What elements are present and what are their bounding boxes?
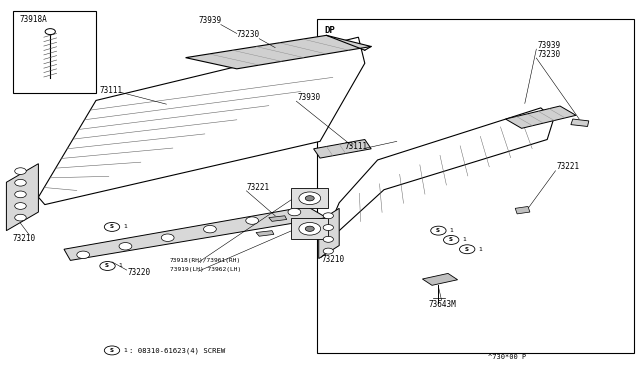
Circle shape xyxy=(444,235,459,244)
Text: 73220: 73220 xyxy=(128,267,151,276)
Polygon shape xyxy=(319,208,339,259)
Polygon shape xyxy=(330,108,554,231)
Text: 1: 1 xyxy=(123,224,127,230)
Polygon shape xyxy=(6,164,38,231)
Text: 73111: 73111 xyxy=(99,86,122,95)
Text: 73643M: 73643M xyxy=(429,299,456,308)
Circle shape xyxy=(288,208,301,216)
Text: 1: 1 xyxy=(123,348,127,353)
Polygon shape xyxy=(506,106,576,128)
Polygon shape xyxy=(515,206,530,214)
Text: 73221: 73221 xyxy=(246,183,269,192)
Polygon shape xyxy=(571,119,589,126)
Circle shape xyxy=(323,213,333,219)
Text: 73939: 73939 xyxy=(198,16,221,25)
Circle shape xyxy=(104,222,120,231)
Circle shape xyxy=(161,234,174,241)
Text: 73210: 73210 xyxy=(321,255,344,264)
Circle shape xyxy=(323,225,333,231)
Polygon shape xyxy=(314,140,371,158)
Circle shape xyxy=(119,243,132,250)
Text: 73230: 73230 xyxy=(538,49,561,58)
Text: S: S xyxy=(465,247,468,252)
Text: 73111: 73111 xyxy=(344,142,367,151)
Circle shape xyxy=(204,225,216,233)
Bar xyxy=(291,188,328,208)
Polygon shape xyxy=(64,206,326,260)
Text: 1: 1 xyxy=(118,263,122,269)
Circle shape xyxy=(77,251,90,259)
Circle shape xyxy=(15,191,26,198)
Circle shape xyxy=(100,262,115,270)
Bar xyxy=(317,19,634,353)
Circle shape xyxy=(15,203,26,209)
Text: S: S xyxy=(109,224,113,230)
Text: S: S xyxy=(109,348,113,353)
Text: 73919(LH) 73962(LH): 73919(LH) 73962(LH) xyxy=(170,267,241,272)
Text: S: S xyxy=(436,228,440,233)
Circle shape xyxy=(15,214,26,221)
Polygon shape xyxy=(256,231,274,236)
Circle shape xyxy=(246,217,259,224)
Text: ^730*00 P: ^730*00 P xyxy=(488,354,526,360)
Circle shape xyxy=(299,192,321,205)
Text: S: S xyxy=(449,237,452,243)
Text: S: S xyxy=(105,263,109,269)
Circle shape xyxy=(323,248,333,254)
Text: 1: 1 xyxy=(449,228,453,233)
Text: 73930: 73930 xyxy=(298,93,321,102)
Bar xyxy=(13,11,96,93)
Circle shape xyxy=(305,196,314,201)
Text: 1: 1 xyxy=(478,247,482,252)
Circle shape xyxy=(460,245,475,254)
Text: 1: 1 xyxy=(462,237,466,243)
Text: 73210: 73210 xyxy=(13,234,36,243)
Text: 73939: 73939 xyxy=(538,41,561,49)
Text: 73918A: 73918A xyxy=(19,15,47,23)
Circle shape xyxy=(104,346,120,355)
Circle shape xyxy=(323,236,333,242)
Circle shape xyxy=(431,226,446,235)
Text: DP: DP xyxy=(324,26,335,35)
Circle shape xyxy=(45,29,56,35)
Polygon shape xyxy=(269,216,287,221)
Bar xyxy=(291,218,328,239)
Polygon shape xyxy=(38,37,365,205)
Text: 73918(RH)/73961(RH): 73918(RH)/73961(RH) xyxy=(170,258,241,263)
Circle shape xyxy=(15,179,26,186)
Circle shape xyxy=(299,222,321,235)
Text: 73230: 73230 xyxy=(237,30,260,39)
Polygon shape xyxy=(186,35,371,69)
Circle shape xyxy=(15,168,26,174)
Polygon shape xyxy=(422,273,458,285)
Text: 73221: 73221 xyxy=(557,162,580,171)
Circle shape xyxy=(305,226,314,231)
Text: : 08310-61623(4) SCREW: : 08310-61623(4) SCREW xyxy=(129,347,225,354)
